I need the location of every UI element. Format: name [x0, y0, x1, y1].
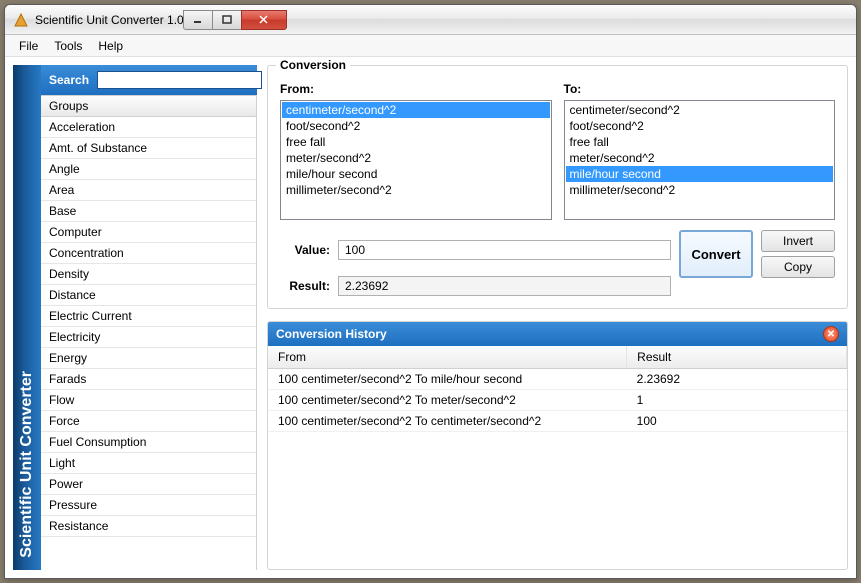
titlebar[interactable]: Scientific Unit Converter 1.0 — [5, 5, 856, 35]
content-area: Scientific Unit Converter Search Groups … — [5, 57, 856, 578]
history-title: Conversion History — [276, 327, 387, 341]
group-item[interactable]: Fuel Consumption — [41, 432, 256, 453]
to-unit-list[interactable]: centimeter/second^2foot/second^2free fal… — [564, 100, 836, 220]
close-button[interactable] — [241, 10, 287, 30]
unit-item[interactable]: mile/hour second — [282, 166, 550, 182]
group-item[interactable]: Angle — [41, 159, 256, 180]
unit-item[interactable]: foot/second^2 — [566, 118, 834, 134]
group-item[interactable]: Pressure — [41, 495, 256, 516]
group-item[interactable]: Flow — [41, 390, 256, 411]
unit-item[interactable]: meter/second^2 — [282, 150, 550, 166]
search-input[interactable] — [97, 71, 262, 89]
group-item[interactable]: Distance — [41, 285, 256, 306]
copy-button[interactable]: Copy — [761, 256, 835, 278]
unit-item[interactable]: mile/hour second — [566, 166, 834, 182]
app-window: Scientific Unit Converter 1.0 File Tools… — [4, 4, 857, 579]
unit-item[interactable]: meter/second^2 — [566, 150, 834, 166]
group-item[interactable]: Amt. of Substance — [41, 138, 256, 159]
to-label: To: — [564, 82, 836, 96]
history-cell: 100 centimeter/second^2 To meter/second^… — [268, 390, 627, 411]
group-item[interactable]: Electric Current — [41, 306, 256, 327]
history-col-result[interactable]: Result — [627, 346, 847, 369]
result-output — [338, 276, 671, 296]
value-result-grid: Value: Result: Convert Invert Copy — [280, 230, 835, 296]
result-row: Result: — [280, 276, 671, 296]
window-title: Scientific Unit Converter 1.0 — [35, 13, 184, 27]
menu-tools[interactable]: Tools — [46, 37, 90, 55]
conversion-legend: Conversion — [276, 58, 350, 72]
value-label: Value: — [280, 243, 330, 257]
history-cell: 1 — [627, 390, 847, 411]
left-panel: Search Groups AccelerationAmt. of Substa… — [41, 65, 257, 570]
conversion-panel: Conversion From: centimeter/second^2foot… — [267, 65, 848, 309]
history-row[interactable]: 100 centimeter/second^2 To mile/hour sec… — [268, 369, 847, 390]
group-item[interactable]: Energy — [41, 348, 256, 369]
minimize-button[interactable] — [183, 10, 213, 30]
group-item[interactable]: Force — [41, 411, 256, 432]
history-cell: 100 — [627, 411, 847, 432]
from-label: From: — [280, 82, 552, 96]
value-left: Value: Result: — [280, 230, 671, 296]
history-panel: Conversion History ✕ From Result 100 cen… — [267, 321, 848, 570]
group-item[interactable]: Electricity — [41, 327, 256, 348]
history-row[interactable]: 100 centimeter/second^2 To meter/second^… — [268, 390, 847, 411]
value-row: Value: — [280, 240, 671, 260]
group-item[interactable]: Farads — [41, 369, 256, 390]
app-icon — [13, 12, 29, 28]
group-item[interactable]: Acceleration — [41, 117, 256, 138]
unit-item[interactable]: millimeter/second^2 — [566, 182, 834, 198]
to-column: To: centimeter/second^2foot/second^2free… — [564, 82, 836, 220]
search-bar: Search — [41, 65, 257, 95]
history-row[interactable]: 100 centimeter/second^2 To centimeter/se… — [268, 411, 847, 432]
window-controls — [184, 10, 287, 30]
search-label: Search — [49, 73, 89, 87]
groups-header[interactable]: Groups — [41, 95, 257, 117]
unit-item[interactable]: centimeter/second^2 — [282, 102, 550, 118]
unit-item[interactable]: foot/second^2 — [282, 118, 550, 134]
menu-help[interactable]: Help — [90, 37, 131, 55]
group-item[interactable]: Concentration — [41, 243, 256, 264]
group-item[interactable]: Resistance — [41, 516, 256, 537]
group-item[interactable]: Density — [41, 264, 256, 285]
menu-file[interactable]: File — [11, 37, 46, 55]
from-column: From: centimeter/second^2foot/second^2fr… — [280, 82, 552, 220]
from-to-row: From: centimeter/second^2foot/second^2fr… — [280, 82, 835, 220]
history-col-from[interactable]: From — [268, 346, 627, 369]
group-item[interactable]: Power — [41, 474, 256, 495]
history-table: From Result 100 centimeter/second^2 To m… — [268, 346, 847, 569]
vertical-banner-text: Scientific Unit Converter — [18, 371, 36, 558]
from-unit-list[interactable]: centimeter/second^2foot/second^2free fal… — [280, 100, 552, 220]
history-cell: 100 centimeter/second^2 To centimeter/se… — [268, 411, 627, 432]
group-item[interactable]: Computer — [41, 222, 256, 243]
menubar: File Tools Help — [5, 35, 856, 57]
history-cell: 2.23692 — [627, 369, 847, 390]
unit-item[interactable]: millimeter/second^2 — [282, 182, 550, 198]
groups-list[interactable]: AccelerationAmt. of SubstanceAngleAreaBa… — [41, 117, 257, 570]
group-item[interactable]: Area — [41, 180, 256, 201]
unit-item[interactable]: centimeter/second^2 — [566, 102, 834, 118]
side-buttons: Invert Copy — [761, 230, 835, 296]
maximize-button[interactable] — [212, 10, 242, 30]
history-cell: 100 centimeter/second^2 To mile/hour sec… — [268, 369, 627, 390]
unit-item[interactable]: free fall — [282, 134, 550, 150]
unit-item[interactable]: free fall — [566, 134, 834, 150]
group-item[interactable]: Light — [41, 453, 256, 474]
convert-button[interactable]: Convert — [679, 230, 753, 278]
group-item[interactable]: Base — [41, 201, 256, 222]
value-input[interactable] — [338, 240, 671, 260]
result-label: Result: — [280, 279, 330, 293]
vertical-banner: Scientific Unit Converter — [13, 65, 41, 570]
history-header: Conversion History ✕ — [268, 322, 847, 346]
invert-button[interactable]: Invert — [761, 230, 835, 252]
right-panel: Conversion From: centimeter/second^2foot… — [257, 65, 848, 570]
history-close-icon[interactable]: ✕ — [823, 326, 839, 342]
